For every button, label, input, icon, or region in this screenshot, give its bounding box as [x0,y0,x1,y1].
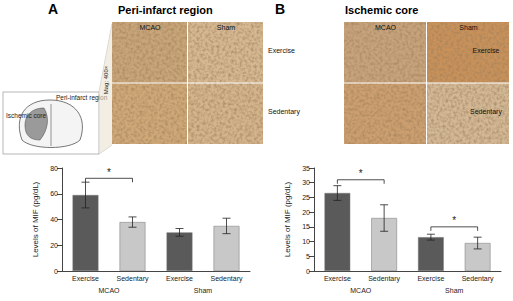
svg-text:Sham: Sham [459,24,477,31]
svg-text:Sham: Sham [194,287,212,294]
svg-text:5: 5 [306,253,310,260]
svg-text:MCAO: MCAO [350,287,372,294]
svg-text:20: 20 [302,209,310,216]
svg-text:30: 30 [302,179,310,186]
svg-text:Sedentary: Sedentary [470,108,502,116]
svg-text:Peri-infarct region: Peri-infarct region [56,94,108,101]
svg-text:Sedentary: Sedentary [268,108,300,116]
svg-text:Sham: Sham [445,287,463,294]
svg-text:Mag: 400×: Mag: 400× [103,65,109,94]
svg-text:Levels of MIF (pg/dL): Levels of MIF (pg/dL) [31,181,40,257]
svg-text:Exercise: Exercise [268,47,295,54]
svg-text:*: * [452,215,456,226]
svg-text:A: A [48,1,58,17]
svg-text:80: 80 [50,165,58,172]
svg-text:Exercise: Exercise [72,275,99,282]
svg-text:Exercise: Exercise [324,275,351,282]
svg-text:*: * [359,168,363,179]
svg-text:MCAO: MCAO [140,24,162,31]
svg-text:60: 60 [50,190,58,197]
svg-text:Ischemic core: Ischemic core [345,4,418,16]
svg-text:10: 10 [302,238,310,245]
svg-text:Exercise: Exercise [166,275,193,282]
svg-text:Levels of MIF (pg/dL): Levels of MIF (pg/dL) [283,181,292,257]
svg-text:Ischemic core: Ischemic core [6,112,46,119]
svg-text:Peri-infarct region: Peri-infarct region [118,4,213,16]
svg-text:Sedentary: Sedentary [211,275,243,283]
svg-text:35: 35 [302,165,310,172]
svg-text:Exercise: Exercise [473,47,500,54]
svg-text:0: 0 [306,268,310,275]
svg-text:15: 15 [302,223,310,230]
svg-text:*: * [107,167,111,178]
svg-text:MCAO: MCAO [99,287,121,294]
svg-text:Sedentary: Sedentary [368,275,400,283]
svg-text:Sham: Sham [217,24,235,31]
svg-text:Sedentary: Sedentary [462,275,494,283]
svg-text:20: 20 [50,242,58,249]
svg-text:40: 40 [50,216,58,223]
svg-text:Exercise: Exercise [417,275,444,282]
svg-text:MCAO: MCAO [375,24,397,31]
svg-text:B: B [275,1,285,17]
svg-text:25: 25 [302,194,310,201]
svg-text:0: 0 [54,268,58,275]
svg-text:Sedentary: Sedentary [117,275,149,283]
